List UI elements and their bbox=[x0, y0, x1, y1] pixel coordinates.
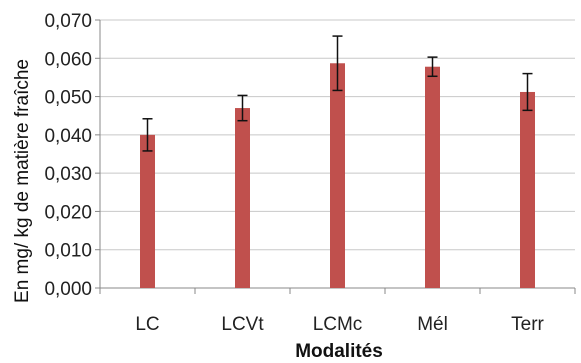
x-tick-label: Mél bbox=[417, 314, 448, 335]
x-axis-title: Modalités bbox=[295, 341, 383, 362]
y-tick-label: 0,020 bbox=[44, 202, 92, 223]
y-tick-labels: 0,000 0,010 0,020 0,030 0,040 0,050 0,060 0,070 bbox=[44, 11, 92, 300]
y-tick-label: 0,070 bbox=[44, 11, 92, 32]
y-tick-label: 0,040 bbox=[44, 126, 92, 147]
y-tick-label: 0,050 bbox=[44, 88, 92, 109]
y-tick-label: 0,010 bbox=[44, 241, 92, 262]
y-tick-label: 0,060 bbox=[44, 49, 92, 70]
x-tick-label: LCMc bbox=[313, 314, 363, 335]
error-bar bbox=[142, 118, 153, 152]
x-tick-label: LCVt bbox=[221, 314, 264, 335]
error-bar bbox=[427, 56, 438, 78]
y-axis-title: En mg/ kg de matière fraîche bbox=[12, 59, 33, 303]
x-tick-label: LC bbox=[135, 314, 159, 335]
x-tick-labels: LC LCVt LCMc Mél Terr bbox=[135, 314, 544, 335]
bars bbox=[140, 63, 535, 289]
bar-lcmc bbox=[330, 63, 345, 289]
bar-lc bbox=[140, 134, 155, 288]
y-tick-label: 0,000 bbox=[44, 279, 92, 300]
x-tick-label: Terr bbox=[511, 314, 544, 335]
error-bar bbox=[332, 35, 343, 92]
bar-lcvt bbox=[235, 108, 250, 288]
y-tick-label: 0,030 bbox=[44, 164, 92, 185]
error-bar bbox=[237, 94, 248, 122]
bar-mél bbox=[425, 66, 440, 288]
bar-terr bbox=[520, 91, 535, 288]
error-bars bbox=[142, 35, 533, 152]
error-bar bbox=[522, 72, 533, 112]
